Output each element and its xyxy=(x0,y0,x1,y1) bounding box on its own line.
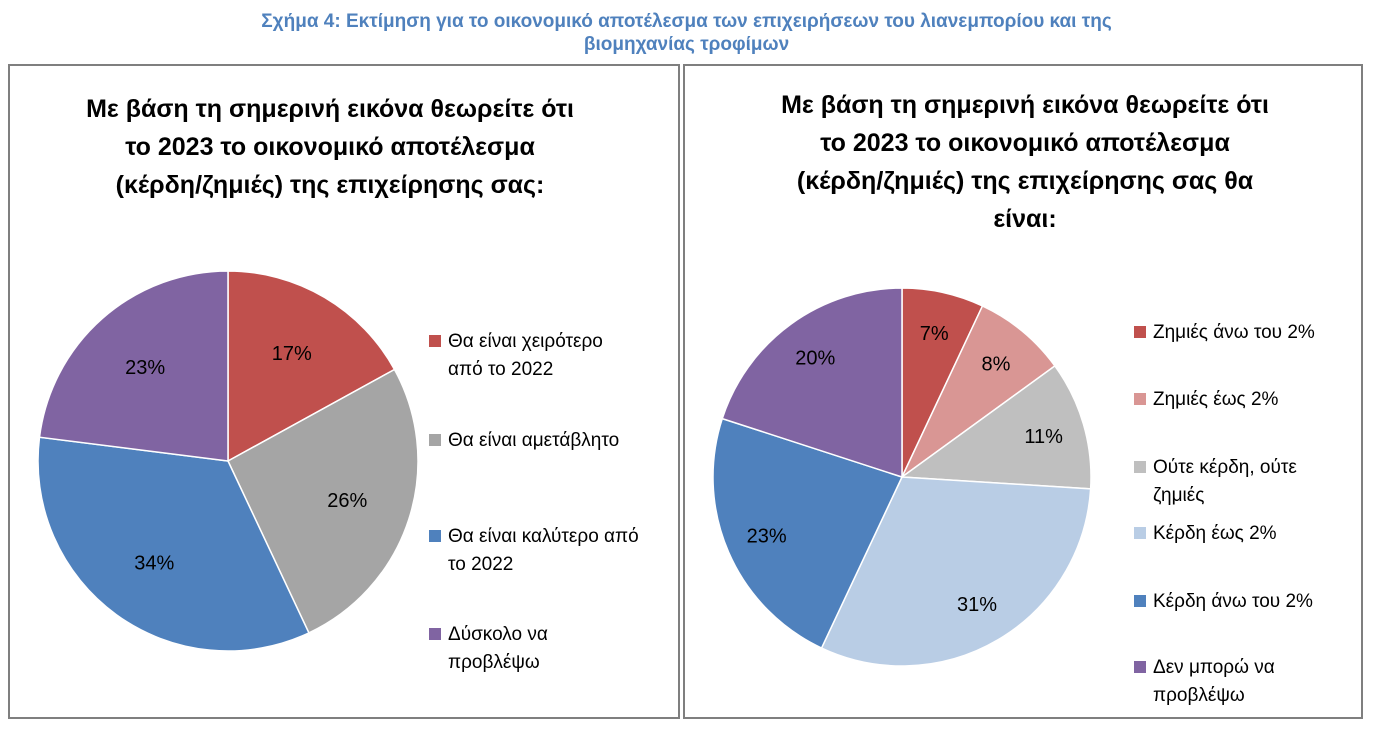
right-pie-slice-2 xyxy=(899,364,1092,490)
figure-title-line-1: Σχήμα 4: Εκτίμηση για το οικονομικό αποτ… xyxy=(261,11,1112,32)
left-pie-data-label-3: 23% xyxy=(125,357,165,379)
right-pie-legend-swatch-5 xyxy=(1134,661,1146,673)
right-pie-data-label-5: 20% xyxy=(795,348,835,370)
right-pie-data-label-1: 8% xyxy=(982,353,1011,375)
right-pie-legend-label-2: Ούτε κέρδη, ούτε xyxy=(1153,457,1297,478)
right-pie-legend-swatch-1 xyxy=(1134,393,1146,405)
left-pie-legend-label-1: Θα είναι αμετάβλητο xyxy=(448,430,619,451)
chart-panel-left: Με βάση τη σημερινή εικόνα θεωρείτε ότι … xyxy=(8,64,680,719)
left-pie-data-label-2: 34% xyxy=(134,553,174,575)
chart-title-left: Με βάση τη σημερινή εικόνα θεωρείτε ότι … xyxy=(50,90,610,204)
chart-title-right-line-3: (κέρδη/ζημιές) της επιχείρησης σας θα xyxy=(796,167,1254,195)
left-pie-legend-swatch-0 xyxy=(429,335,441,347)
left-pie-data-label-1: 26% xyxy=(327,490,367,512)
chart-title-left-line-2: το 2023 το οικονομικό αποτέλεσμα xyxy=(125,133,535,161)
chart-title-left-line-1: Με βάση τη σημερινή εικόνα θεωρείτε ότι xyxy=(86,95,574,123)
figure-title: Σχήμα 4: Εκτίμηση για το οικονομικό αποτ… xyxy=(0,10,1373,56)
right-pie-slice-5 xyxy=(721,287,903,479)
left-pie-legend-label-3: Δύσκολο να xyxy=(448,624,548,645)
right-pie-slice-1 xyxy=(901,304,1056,478)
chart-title-right-line-2: το 2023 το οικονομικό αποτέλεσμα xyxy=(820,129,1230,157)
right-pie-legend-swatch-4 xyxy=(1134,595,1146,607)
left-pie-slice-0 xyxy=(227,270,396,463)
chart-title-right: Με βάση τη σημερινή εικόνα θεωρείτε ότι … xyxy=(735,86,1315,238)
left-pie-legend-label-2: το 2022 xyxy=(448,554,513,575)
right-pie-legend-swatch-3 xyxy=(1134,527,1146,539)
right-pie-slice-3 xyxy=(820,476,1092,667)
chart-title-left-line-3: (κέρδη/ζημιές) της επιχείρησης σας: xyxy=(115,171,545,199)
chart-title-right-line-4: είναι: xyxy=(993,205,1057,233)
right-pie-slice-4 xyxy=(712,417,904,650)
right-pie-legend-label-5: Δεν μπορώ να xyxy=(1153,657,1275,678)
right-pie-legend-label-4: Κέρδη άνω του 2% xyxy=(1153,591,1313,612)
left-pie-data-label-0: 17% xyxy=(272,343,312,365)
right-pie-legend-label-0: Ζημιές άνω του 2% xyxy=(1153,322,1315,343)
right-pie-legend-swatch-2 xyxy=(1134,461,1146,473)
pie-chart-left: 17% 26% 34% 23% Θα είναι χειρότερο από το 202… xyxy=(37,270,639,673)
left-pie-slice-3 xyxy=(38,270,229,462)
left-pie-legend-swatch-2 xyxy=(429,530,441,542)
right-pie-legend-swatch-0 xyxy=(1134,326,1146,338)
right-pie-data-label-0: 7% xyxy=(920,323,949,345)
right-pie-legend-label-3: Κέρδη έως 2% xyxy=(1153,523,1277,544)
right-pie-legend-label-5: προβλέψω xyxy=(1153,685,1245,706)
chart-title-right-line-1: Με βάση τη σημερινή εικόνα θεωρείτε ότι xyxy=(781,91,1269,119)
right-pie-legend-label-2: ζημιές xyxy=(1153,485,1204,506)
left-pie-legend-label-2: Θα είναι καλύτερο από xyxy=(448,526,639,547)
left-pie-legend-label-0: Θα είναι χειρότερο xyxy=(448,331,603,352)
left-pie-legend-label-3: προβλέψω xyxy=(448,652,540,673)
pie-chart-right: 7% 8% 11% 31% 23% 20% Ζημιές άνω του 2% Ζημιές … xyxy=(712,287,1315,706)
left-pie-legend-swatch-3 xyxy=(429,628,441,640)
right-pie-data-label-2: 11% xyxy=(1024,426,1063,448)
left-pie-slice-1 xyxy=(227,368,419,634)
right-pie-data-label-3: 31% xyxy=(957,594,997,616)
figure-title-line-2: βιομηχανίας τροφίμων xyxy=(583,34,790,55)
right-pie-legend-label-1: Ζημιές έως 2% xyxy=(1153,389,1279,410)
chart-panel-right: Με βάση τη σημερινή εικόνα θεωρείτε ότι … xyxy=(683,64,1363,719)
left-pie-legend-swatch-1 xyxy=(429,434,441,446)
right-pie-data-label-4: 23% xyxy=(747,526,787,548)
left-pie-slice-2 xyxy=(37,436,310,652)
left-pie-legend-label-0: από το 2022 xyxy=(448,359,553,380)
